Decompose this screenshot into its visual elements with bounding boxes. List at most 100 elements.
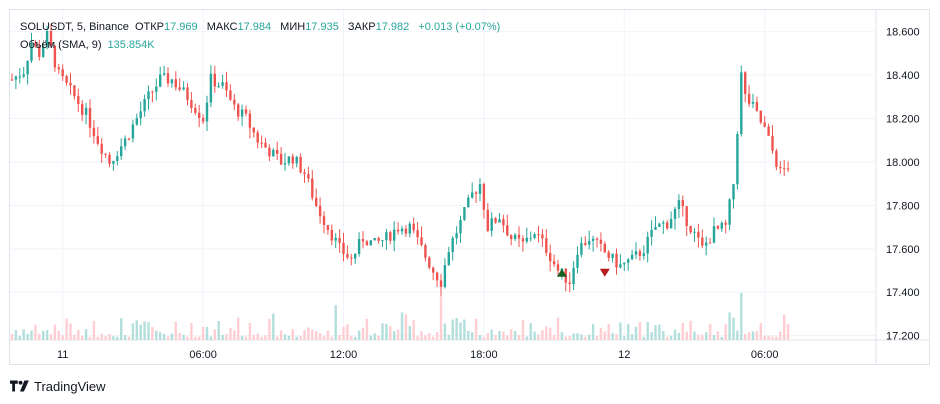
volume-bar bbox=[49, 334, 53, 340]
volume-bar bbox=[53, 324, 57, 340]
volume-bar bbox=[357, 330, 361, 340]
tradingview-brand: TradingView bbox=[34, 378, 106, 394]
volume-bar bbox=[77, 329, 80, 340]
volume-bar bbox=[225, 333, 228, 340]
volume-bar bbox=[272, 313, 275, 340]
footer[interactable]: TradingView bbox=[10, 376, 106, 396]
volume-bar bbox=[603, 331, 606, 340]
volume-bar bbox=[369, 335, 372, 340]
candle-body bbox=[307, 173, 310, 179]
candle-body bbox=[45, 31, 49, 47]
volume-bar bbox=[763, 335, 766, 340]
candle-body bbox=[123, 138, 127, 147]
volume-bar bbox=[81, 335, 84, 340]
change-value: +0.013 (+0.07%) bbox=[418, 21, 501, 33]
volume-bar bbox=[588, 334, 591, 340]
candle-body bbox=[279, 153, 283, 165]
volume-bar bbox=[580, 334, 583, 340]
volume-bar bbox=[654, 325, 657, 340]
volume-bar bbox=[279, 330, 283, 340]
volume-bar bbox=[350, 335, 353, 340]
buy-signal-arrow-icon bbox=[556, 268, 567, 277]
volume-bar bbox=[244, 336, 248, 340]
volume-bar bbox=[135, 320, 138, 340]
volume-bar bbox=[346, 324, 349, 340]
candle-body bbox=[693, 231, 696, 233]
volume-bar bbox=[517, 335, 521, 340]
volume-bar bbox=[607, 323, 610, 340]
candle-body bbox=[151, 91, 154, 93]
candle-body bbox=[439, 280, 443, 287]
candle-body bbox=[720, 222, 723, 229]
volume-bar bbox=[568, 336, 571, 340]
symbol-title[interactable]: SOLUSDT, 5, Binance bbox=[20, 21, 129, 33]
volume-bar bbox=[786, 324, 790, 340]
candle-body bbox=[736, 134, 739, 185]
candle-body bbox=[112, 160, 115, 164]
candle-body bbox=[541, 234, 544, 239]
volume-bar bbox=[260, 336, 263, 340]
volume-bar bbox=[205, 326, 209, 340]
candle-body bbox=[416, 230, 419, 238]
volume-bar bbox=[159, 332, 162, 340]
candle-body bbox=[26, 60, 29, 75]
volume-bar bbox=[591, 323, 595, 340]
open-value: 17.969 bbox=[164, 21, 198, 33]
volume-bar bbox=[385, 323, 388, 340]
candle-body bbox=[190, 100, 193, 108]
candle-body bbox=[751, 102, 755, 104]
volume-bar bbox=[396, 329, 400, 340]
candle-body bbox=[771, 135, 774, 151]
volume-bar bbox=[767, 335, 770, 340]
volume-bar bbox=[229, 327, 232, 340]
volume-bar bbox=[732, 317, 735, 340]
volume-bar bbox=[744, 334, 747, 340]
volume-bar bbox=[506, 335, 509, 340]
price-tick-label: 17.400 bbox=[886, 287, 920, 299]
candle-body bbox=[225, 82, 228, 91]
chart-canvas[interactable]: 18.600 18.400 18.200 18.000 17.800 17.600 17.4… bbox=[10, 10, 929, 364]
chart-widget[interactable]: 18.600 18.400 18.200 18.000 17.800 17.600 17.4… bbox=[9, 9, 930, 365]
candle-body bbox=[712, 226, 716, 243]
volume-bar bbox=[537, 334, 540, 340]
volume-bar bbox=[432, 336, 435, 340]
candle-body bbox=[53, 45, 57, 68]
candle-body bbox=[385, 232, 388, 241]
volume-bar bbox=[459, 322, 462, 340]
candle-body bbox=[490, 218, 493, 231]
chart-legend: SOLUSDT, 5, Binance ОТКР17.969 МАКС17.98… bbox=[20, 18, 506, 54]
candle-body bbox=[81, 104, 84, 115]
volume-bar bbox=[502, 331, 505, 340]
volume-bar bbox=[221, 334, 224, 340]
candle-body bbox=[276, 149, 279, 154]
volume-bar bbox=[139, 324, 142, 340]
volume-bar bbox=[615, 334, 618, 340]
volume-bar bbox=[747, 331, 751, 340]
candle-body bbox=[424, 245, 427, 258]
candle-body bbox=[513, 234, 517, 240]
volume-bar bbox=[474, 318, 478, 340]
volume-bar bbox=[233, 330, 236, 340]
candle-body bbox=[666, 222, 669, 229]
volume-bar bbox=[619, 322, 622, 340]
candle-body bbox=[716, 226, 720, 229]
candle-body bbox=[510, 235, 513, 240]
candle-body bbox=[77, 96, 80, 105]
candle-body bbox=[463, 207, 466, 220]
volume-bar bbox=[564, 336, 567, 340]
candle-body bbox=[377, 237, 380, 241]
candle-body bbox=[588, 240, 591, 245]
candle-body bbox=[34, 43, 37, 46]
volume-label[interactable]: Объём (SMA, 9) bbox=[20, 39, 102, 51]
volume-bar bbox=[728, 312, 731, 340]
candle-body bbox=[412, 223, 415, 231]
candle-body bbox=[728, 199, 731, 225]
volume-bar bbox=[771, 336, 774, 340]
time-tick-label: 12 bbox=[618, 349, 630, 361]
candle-body bbox=[244, 109, 248, 114]
candle-body bbox=[677, 200, 681, 210]
volume-bar bbox=[18, 335, 21, 340]
volume-bar bbox=[389, 326, 392, 340]
volume-bar bbox=[198, 336, 201, 340]
candle-body bbox=[38, 45, 41, 57]
